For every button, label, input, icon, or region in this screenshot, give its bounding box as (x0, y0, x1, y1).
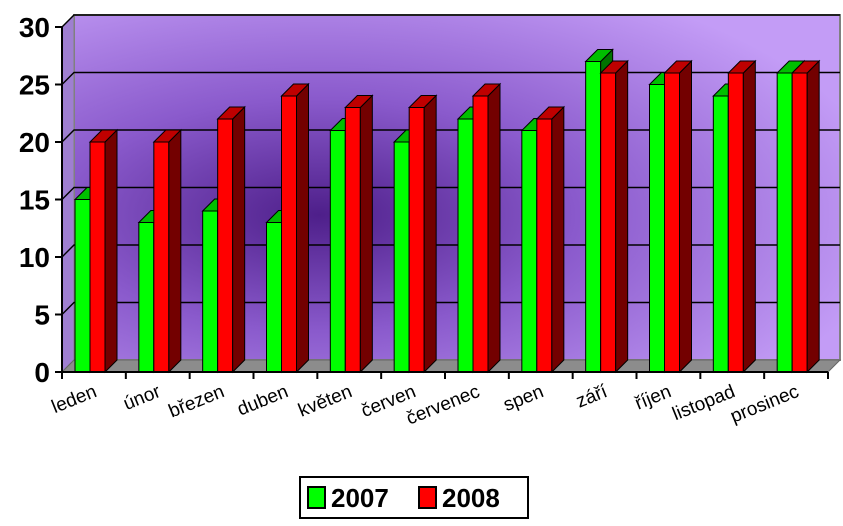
x-tick-label: listopad (670, 381, 739, 425)
bar-top (584, 49, 614, 62)
bar (152, 128, 183, 374)
bar-top (152, 129, 183, 143)
bar-front (344, 107, 361, 373)
bar-side (679, 59, 692, 374)
legend-box (299, 476, 529, 519)
bar-top (663, 60, 693, 74)
bar-front (457, 118, 474, 373)
gridline (61, 186, 840, 200)
bar-side (232, 105, 246, 374)
bar-front (329, 130, 346, 373)
bar-front (89, 141, 106, 373)
bar (599, 59, 629, 374)
bar-side (615, 59, 629, 374)
bar-front (153, 141, 170, 373)
y-tick-label: 20 (19, 127, 50, 158)
gridline (61, 14, 840, 28)
bar-side (296, 82, 309, 374)
bar-front (217, 118, 234, 373)
gridline (61, 71, 840, 85)
bar-side (104, 128, 118, 374)
bar-top (790, 60, 821, 74)
bar-front (536, 118, 553, 373)
bar (344, 94, 374, 374)
bar (88, 128, 119, 374)
bar-front (74, 199, 91, 373)
bar-side (168, 128, 182, 374)
y-tick-label: 30 (19, 12, 50, 43)
x-tick-label: březen (166, 381, 228, 422)
y-tick-label: 10 (19, 242, 50, 273)
bar-front (585, 61, 602, 373)
bar-top (471, 83, 502, 97)
x-tick-label: říjen (632, 381, 674, 414)
bar-side (487, 82, 501, 374)
bar-side (742, 59, 756, 374)
bar-front (712, 95, 729, 373)
bar (727, 59, 757, 374)
bar-front (138, 222, 155, 373)
y-tick-label: 25 (19, 70, 50, 101)
bar (280, 82, 310, 374)
bar-front (776, 72, 793, 373)
bar-top (344, 95, 374, 108)
x-tick-label: září (573, 381, 611, 413)
bar-top (727, 60, 757, 74)
bar-front (266, 222, 282, 373)
bar-top (407, 95, 438, 108)
bar-front (521, 130, 538, 373)
x-tick-label: únor (120, 381, 164, 415)
legend-swatch (307, 486, 326, 509)
bar-side (551, 105, 565, 374)
bar-front (408, 107, 425, 373)
x-tick-label: leden (49, 381, 100, 418)
bar (407, 94, 438, 374)
x-tick-label: květen (295, 381, 355, 421)
bar-top (535, 106, 566, 120)
bar (663, 59, 693, 374)
bar (790, 59, 821, 374)
y-tick-label: 15 (19, 185, 50, 216)
gridline (61, 129, 840, 143)
x-tick-label: duben (234, 381, 291, 420)
bar-front (600, 72, 617, 373)
bar-side (359, 94, 373, 374)
bar-front (472, 95, 489, 373)
gridline (61, 301, 840, 315)
bar-top (216, 106, 246, 120)
legend-swatch (418, 486, 437, 509)
bar-side (806, 59, 820, 374)
y-tick-label: 0 (34, 357, 50, 388)
gridline (61, 244, 840, 258)
bar-front (281, 95, 297, 373)
bar-front (649, 84, 665, 373)
x-tick-label: prosinec (727, 381, 801, 427)
legend-label: 2008 (442, 483, 500, 513)
bar (471, 82, 502, 374)
bar-front (202, 210, 219, 373)
bar-top (599, 60, 629, 74)
bar (535, 105, 566, 374)
bar-side (423, 94, 437, 374)
bar-front (791, 72, 808, 373)
bar (216, 105, 246, 374)
y-tick-label: 5 (34, 300, 50, 331)
bar-front (727, 72, 744, 373)
x-tick-label: spen (501, 381, 547, 416)
bar-front (393, 141, 410, 373)
bar-top (88, 129, 119, 143)
bar-top (280, 83, 310, 97)
legend-label: 2007 (331, 483, 389, 513)
bar-front (664, 72, 680, 373)
x-tick-label: červenec (403, 381, 482, 429)
